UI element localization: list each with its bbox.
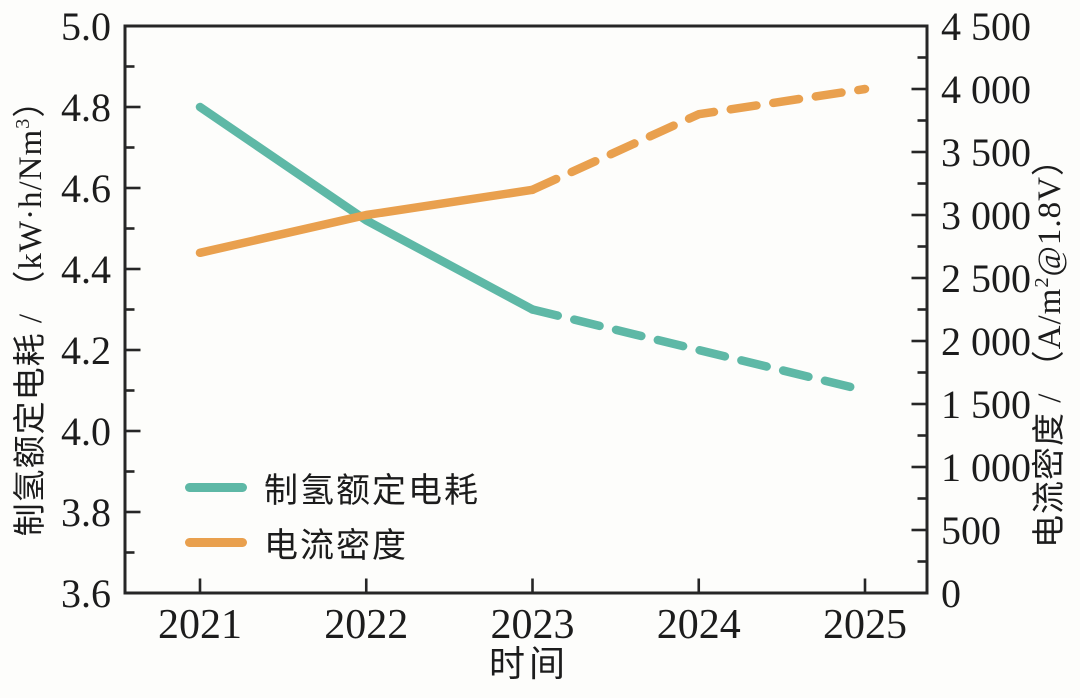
y-right-tick-label: 4 000 (941, 67, 1031, 112)
y-left-tick-label: 3.6 (61, 571, 111, 616)
legend-label-consumption: 制氢额定电耗 (264, 473, 480, 510)
left-axis-title-text: 制氢额定电耗 / （kW·h/Nm (13, 128, 49, 537)
legend-item-consumption: 制氢额定电耗 (185, 460, 480, 515)
y-right-tick-label: 0 (941, 571, 961, 616)
legend-line-swatch-teal (185, 483, 247, 492)
y-right-tick-label: 2 000 (941, 319, 1031, 364)
series-1-dashed-line (528, 84, 870, 195)
series-0-solid-line (195, 102, 537, 314)
y-left-tick-label: 5.0 (61, 4, 111, 49)
left-axis-title: 制氢额定电耗 / （kW·h/Nm3） (3, 84, 51, 537)
y-left-tick-label: 4.4 (61, 247, 111, 292)
y-right-tick-label: 3 500 (941, 130, 1031, 175)
y-left-tick-label: 4.6 (61, 166, 111, 211)
x-tick-label: 2023 (491, 602, 575, 648)
y-right-tick-label: 3 000 (941, 193, 1031, 238)
y-right-tick-label: 1 500 (941, 382, 1031, 427)
series-1-solid-line (195, 185, 537, 258)
y-left-tick-label: 3.8 (61, 490, 111, 535)
legend-label-current-density: 电流密度 (264, 528, 408, 565)
legend-line-swatch-orange (185, 538, 247, 547)
right-axis-title-text: 电流密度 / （A/m (1032, 287, 1068, 549)
y-left-tick-label: 4.0 (61, 409, 111, 454)
x-tick-label: 2025 (823, 602, 907, 648)
y-right-tick-label: 2 500 (941, 256, 1031, 301)
x-tick-label: 2024 (657, 602, 741, 648)
y-left-tick-label: 4.2 (61, 328, 111, 373)
legend-item-current-density: 电流密度 (185, 515, 480, 570)
left-axis-title-suffix: ） (13, 83, 49, 118)
x-axis-title: 时间 (488, 644, 570, 684)
y-right-tick-label: 500 (941, 508, 1001, 553)
x-tick-label: 2021 (158, 602, 242, 648)
y-right-tick-label: 1 000 (941, 445, 1031, 490)
series-0-dashed-line (528, 305, 870, 395)
y-right-tick-label: 4 500 (941, 4, 1031, 49)
right-axis-title-sup: 2 (1031, 276, 1053, 288)
left-axis-title-sup: 3 (12, 117, 34, 129)
legend: 制氢额定电耗 电流密度 (185, 460, 480, 570)
axis-ticks (126, 24, 926, 595)
right-axis-title: 电流密度 / （A/m2@1.8V） (1022, 142, 1070, 548)
x-tick-label: 2022 (324, 602, 408, 648)
data-series (195, 84, 870, 395)
plot-frame (123, 24, 929, 595)
right-axis-title-suffix: @1.8V） (1032, 141, 1068, 277)
axis-tick-labels: 3.6 3.8 4.0 4.2 4.4 4.6 4.8 5.0 0 500 1 000 1 500 2 … (61, 4, 1031, 648)
y-left-tick-label: 4.8 (61, 85, 111, 130)
